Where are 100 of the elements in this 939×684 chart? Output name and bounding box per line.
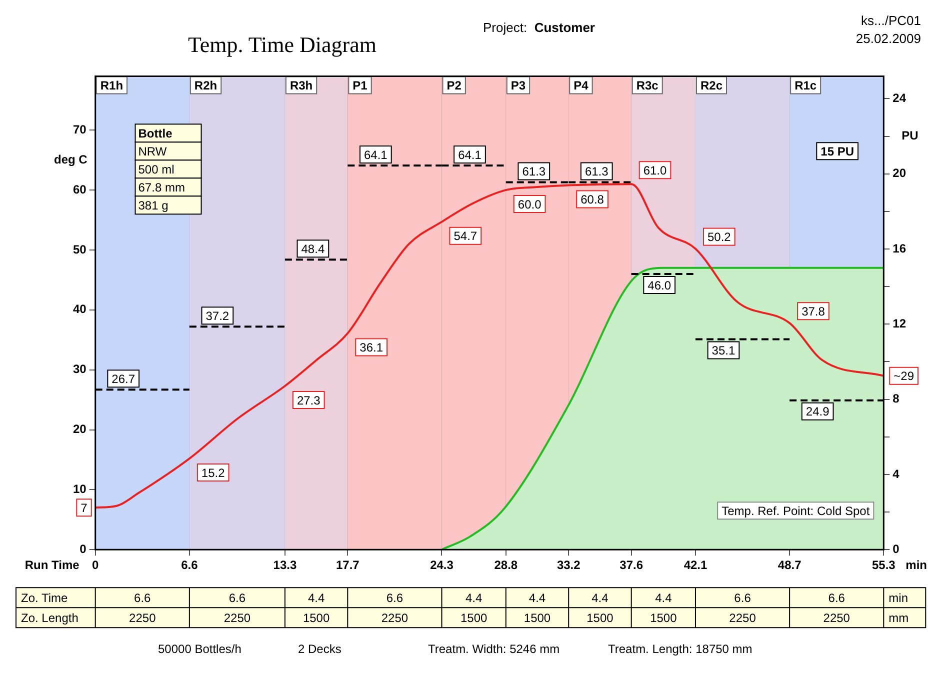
text: Zo. Length bbox=[21, 610, 78, 625]
band-label: R2h bbox=[194, 78, 218, 93]
x-tick-label: 42.1 bbox=[684, 558, 708, 572]
y2-tick-label: 20 bbox=[892, 166, 906, 180]
text: 6.6 bbox=[134, 590, 152, 605]
data-label: 7 bbox=[80, 500, 88, 515]
y2-tick-label: 16 bbox=[892, 241, 906, 256]
band-label: R1h bbox=[100, 78, 124, 93]
chart-title: Temp. Time Diagram bbox=[188, 32, 377, 58]
text: min bbox=[906, 558, 927, 572]
text: mm bbox=[888, 610, 909, 625]
text: Zo. Time bbox=[21, 590, 68, 605]
x-tick-label: 13.3 bbox=[273, 558, 297, 572]
text: 2 Decks bbox=[298, 642, 342, 656]
band-label: P4 bbox=[574, 78, 589, 93]
text: min bbox=[888, 590, 908, 605]
x-tick-label: 55.3 bbox=[872, 558, 896, 572]
text: 2250 bbox=[381, 610, 408, 625]
x-tick-label: 37.6 bbox=[620, 558, 644, 572]
annotation: 67.8 mm bbox=[138, 180, 185, 194]
y-tick-label: 30 bbox=[72, 362, 87, 376]
text: 4.4 bbox=[528, 590, 546, 605]
text: 1500 bbox=[302, 610, 330, 625]
text: 2250 bbox=[729, 610, 756, 625]
band-label: P3 bbox=[510, 78, 526, 93]
y-tick-label: 50 bbox=[72, 242, 87, 256]
y2-tick-label: 8 bbox=[892, 392, 900, 406]
band-label: R3c bbox=[636, 78, 659, 93]
data-label: 60.0 bbox=[518, 197, 542, 212]
text: 1500 bbox=[460, 610, 488, 625]
text: Customer bbox=[534, 20, 595, 35]
data-label: 35.1 bbox=[712, 344, 736, 358]
y-tick-label: 0 bbox=[80, 542, 87, 556]
x-tick-label: 6.6 bbox=[181, 558, 198, 572]
text: 4.4 bbox=[655, 590, 672, 605]
data-label: 54.7 bbox=[454, 229, 478, 244]
annotation: Bottle bbox=[138, 126, 173, 140]
annotation: 15 PU bbox=[820, 144, 854, 158]
band-label: R1c bbox=[794, 78, 817, 93]
text: 50000 Bottles/h bbox=[158, 642, 242, 656]
x-axis-title: Run Time bbox=[24, 558, 80, 572]
text: 2250 bbox=[823, 610, 850, 625]
annotation: 381 g bbox=[138, 198, 168, 212]
x-tick-label: 33.2 bbox=[556, 558, 581, 572]
data-label: 26.7 bbox=[112, 372, 136, 386]
text: 2250 bbox=[129, 610, 156, 625]
data-label: 61.3 bbox=[584, 164, 609, 179]
data-label: 37.2 bbox=[206, 308, 230, 323]
text: 1500 bbox=[586, 610, 614, 625]
text: ks.../PC01 bbox=[860, 12, 921, 30]
y-axis-title: deg C bbox=[54, 152, 88, 166]
text: 1500 bbox=[650, 610, 678, 625]
data-label: 64.1 bbox=[364, 148, 388, 162]
text: 6.6 bbox=[228, 590, 246, 605]
data-label: 64.1 bbox=[458, 148, 482, 162]
band-label: P1 bbox=[352, 78, 368, 93]
y-tick-label: 20 bbox=[72, 422, 87, 436]
data-label: 36.1 bbox=[360, 340, 384, 355]
band-label: P2 bbox=[446, 78, 462, 93]
y2-tick-label: 12 bbox=[892, 316, 906, 330]
y2-tick-label: 24 bbox=[892, 91, 906, 106]
annotation: 500 ml bbox=[138, 162, 174, 176]
data-label: ~29 bbox=[894, 369, 914, 384]
x-tick-label: 28.8 bbox=[494, 558, 518, 572]
annotation: NRW bbox=[138, 144, 168, 158]
y2-axis-title: PU bbox=[902, 128, 918, 143]
data-label: 15.2 bbox=[201, 466, 226, 480]
data-label: 46.0 bbox=[648, 278, 672, 292]
text: 6.6 bbox=[734, 590, 752, 605]
x-tick-label: 24.3 bbox=[430, 558, 454, 572]
data-label: 61.3 bbox=[522, 164, 546, 179]
data-label: 61.0 bbox=[643, 163, 668, 178]
text: 6.6 bbox=[828, 590, 846, 605]
band-label: R2c bbox=[700, 78, 723, 93]
text: Treatm. Width: 5246 mm bbox=[428, 642, 560, 656]
y2-tick-label: 4 bbox=[892, 466, 900, 481]
data-label: 37.8 bbox=[802, 304, 826, 318]
x-tick-label: 17.7 bbox=[336, 558, 360, 572]
text: 2250 bbox=[224, 610, 251, 625]
data-label: 48.4 bbox=[301, 242, 325, 256]
text: 25.02.2009 bbox=[856, 30, 921, 48]
annotation: Temp. Ref. Point: Cold Spot bbox=[722, 504, 870, 518]
data-label: 60.8 bbox=[580, 192, 604, 207]
x-tick-label: 48.7 bbox=[778, 558, 802, 572]
text: Project: bbox=[483, 20, 528, 35]
band-label: R3h bbox=[290, 78, 313, 93]
text: 6.6 bbox=[386, 590, 404, 605]
y2-tick-label: 0 bbox=[892, 542, 900, 556]
data-label: 27.3 bbox=[296, 393, 321, 408]
text: Treatm. Length: 18750 mm bbox=[608, 642, 752, 656]
text: 4.4 bbox=[465, 590, 482, 605]
y-tick-label: 10 bbox=[72, 482, 87, 496]
x-tick-label: 0 bbox=[92, 558, 100, 572]
text: 1500 bbox=[524, 610, 551, 625]
data-label: 24.9 bbox=[806, 404, 830, 419]
data-label: 50.2 bbox=[707, 230, 732, 244]
text: 4.4 bbox=[308, 590, 325, 605]
y-tick-label: 60 bbox=[72, 182, 87, 196]
y-tick-label: 70 bbox=[72, 122, 87, 136]
text: 4.4 bbox=[592, 590, 609, 605]
